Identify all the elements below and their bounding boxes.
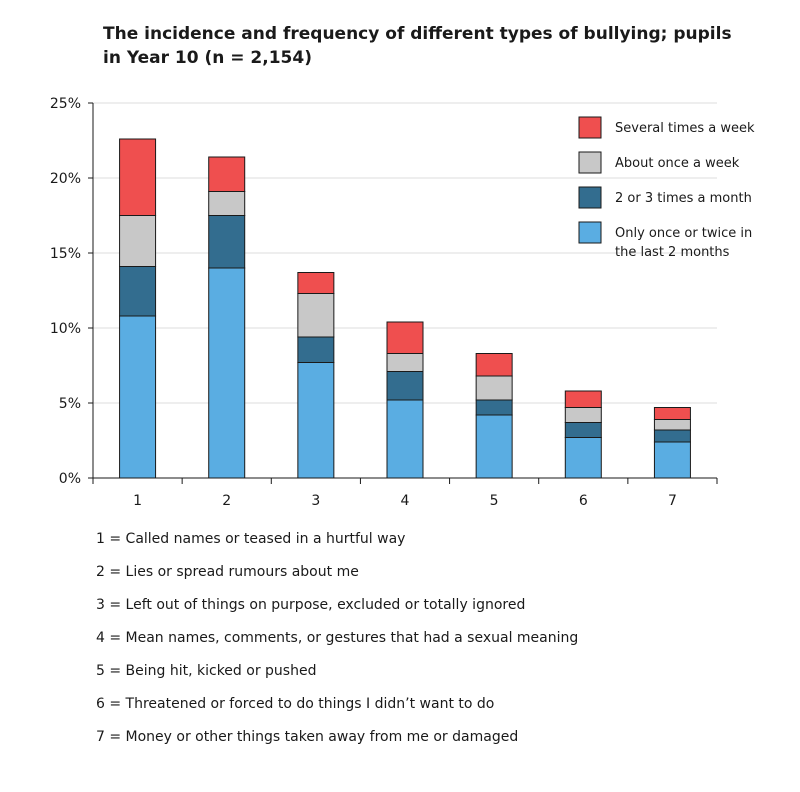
legend-label: About once a week <box>615 156 740 171</box>
chart-title: The incidence and frequency of different… <box>103 24 732 68</box>
bar-segment-1-series-4 <box>119 138 157 216</box>
bar-segment-2-series-3 <box>208 191 246 216</box>
y-tick-label: 15% <box>50 246 81 262</box>
y-tick-label: 25% <box>50 96 81 112</box>
category-key-item: 2 = Lies or spread rumours about me <box>96 564 359 580</box>
legend-label: 2 or 3 times a month <box>615 191 752 206</box>
category-key-item: 6 = Threatened or forced to do things I … <box>96 696 495 712</box>
y-tick-label: 20% <box>50 171 81 187</box>
y-tick-label: 10% <box>50 321 81 337</box>
bars <box>119 138 691 479</box>
x-tick-label: 6 <box>579 493 588 509</box>
bar-segment-4-series-1 <box>386 399 424 479</box>
bar-segment-6-series-1 <box>564 437 602 479</box>
category-key-item: 7 = Money or other things taken away fro… <box>96 729 519 745</box>
x-tick-label: 4 <box>401 493 410 509</box>
bar-segment-5-series-1 <box>475 414 513 479</box>
legend-swatch <box>578 221 602 244</box>
bar-segment-1-series-3 <box>119 215 157 267</box>
bar-segment-7-series-4 <box>653 407 691 420</box>
legend-swatch <box>578 151 602 174</box>
bar-segment-2-series-1 <box>208 267 246 479</box>
bar-segment-4-series-4 <box>386 321 424 354</box>
y-tick-label: 0% <box>59 471 81 487</box>
x-tick-label: 1 <box>133 493 142 509</box>
bar-segment-4-series-3 <box>386 353 424 372</box>
legend-label: Only once or twice in the last 2 months <box>615 226 752 260</box>
category-key: 1 = Called names or teased in a hurtful … <box>96 528 578 759</box>
axes: 0% 5% 10% 15% 20% 25% 1 2 3 4 5 6 7 <box>50 96 718 509</box>
legend: Several times a week About once a week 2 o… <box>578 116 755 260</box>
x-tick-label: 5 <box>490 493 499 509</box>
y-tick-label: 5% <box>59 396 81 412</box>
bar-segment-3-series-4 <box>297 272 335 294</box>
legend-label: Several times a week <box>615 121 755 136</box>
bar-segment-2-series-4 <box>208 156 246 192</box>
bar-segment-1-series-2 <box>119 266 157 317</box>
category-key-item: 1 = Called names or teased in a hurtful … <box>96 531 406 547</box>
bar-segment-3-series-2 <box>297 336 335 363</box>
x-tick-label: 7 <box>668 493 677 509</box>
bar-segment-2-series-2 <box>208 215 246 269</box>
category-key-item: 5 = Being hit, kicked or pushed <box>96 663 317 679</box>
bar-segment-3-series-1 <box>297 362 335 479</box>
legend-swatch <box>578 116 602 139</box>
bar-segment-7-series-2 <box>653 429 691 443</box>
bar-segment-6-series-3 <box>564 407 602 423</box>
x-tick-label: 2 <box>222 493 231 509</box>
bar-segment-7-series-3 <box>653 419 691 431</box>
x-tick-label: 3 <box>311 493 320 509</box>
legend-swatch <box>578 186 602 209</box>
bar-segment-5-series-4 <box>475 353 513 377</box>
bar-segment-5-series-3 <box>475 375 513 401</box>
bar-segment-6-series-2 <box>564 422 602 438</box>
bar-segment-3-series-3 <box>297 293 335 338</box>
bar-segment-6-series-4 <box>564 390 602 408</box>
bar-segment-7-series-1 <box>653 441 691 479</box>
bar-segment-4-series-2 <box>386 371 424 401</box>
bar-segment-1-series-1 <box>119 315 157 479</box>
category-key-item: 4 = Mean names, comments, or gestures th… <box>96 630 579 646</box>
category-key-item: 3 = Left out of things on purpose, exclu… <box>96 597 526 613</box>
bar-segment-5-series-2 <box>475 399 513 416</box>
